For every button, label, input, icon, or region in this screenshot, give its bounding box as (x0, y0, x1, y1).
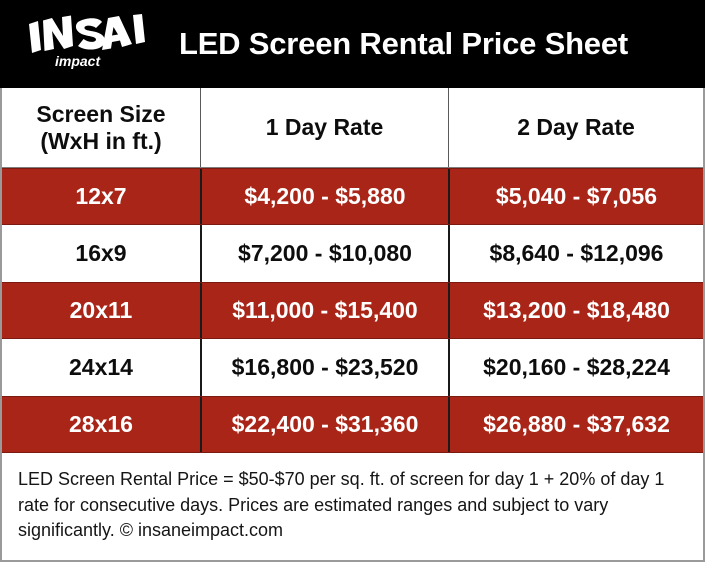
column-header-screen-size-line2: (WxH in ft.) (40, 127, 162, 154)
table-row: 12x7 $4,200 - $5,880 $5,040 - $7,056 (2, 168, 703, 225)
cell-screen-size: 24x14 (69, 354, 133, 380)
cell-screen-size: 28x16 (69, 411, 133, 437)
cell-one-day-rate: $11,000 - $15,400 (200, 283, 448, 338)
cell-two-day-rate: $13,200 - $18,480 (448, 283, 703, 338)
cell-one-day-rate: $16,800 - $23,520 (200, 339, 448, 396)
column-header-screen-size: Screen Size (WxH in ft.) (2, 88, 200, 167)
table-header-row: Screen Size (WxH in ft.) 1 Day Rate 2 Da… (2, 88, 703, 168)
cell-two-day-rate: $8,640 - $12,096 (448, 225, 703, 282)
table-row: 28x16 $22,400 - $31,360 $26,880 - $37,63… (2, 396, 703, 453)
cell-one-day-rate: $22,400 - $31,360 (200, 397, 448, 452)
cell-two-day-rate: $26,880 - $37,632 (448, 397, 703, 452)
cell-screen-size: 20x11 (69, 297, 133, 323)
cell-one-day-rate: $4,200 - $5,880 (200, 169, 448, 224)
pricing-footnote: LED Screen Rental Price = $50-$70 per sq… (2, 453, 703, 560)
page-title: LED Screen Rental Price Sheet (178, 26, 629, 61)
column-header-screen-size-line1: Screen Size (36, 100, 166, 127)
table-row: 20x11 $11,000 - $15,400 $13,200 - $18,48… (2, 282, 703, 339)
price-table: Screen Size (WxH in ft.) 1 Day Rate 2 Da… (0, 88, 705, 562)
table-row: 16x9 $7,200 - $10,080 $8,640 - $12,096 (2, 225, 703, 282)
cell-two-day-rate: $20,160 - $28,224 (448, 339, 703, 396)
table-row: 24x14 $16,800 - $23,520 $20,160 - $28,22… (2, 339, 703, 396)
masthead: impact LED Screen Rental Price Sheet (0, 0, 705, 88)
column-header-two-day-rate: 2 Day Rate (448, 88, 703, 167)
cell-two-day-rate: $5,040 - $7,056 (448, 169, 703, 224)
column-header-one-day-rate: 1 Day Rate (200, 88, 448, 167)
cell-screen-size: 16x9 (75, 240, 127, 266)
insane-impact-logo: impact (26, 14, 146, 74)
cell-screen-size: 12x7 (75, 183, 127, 209)
cell-one-day-rate: $7,200 - $10,080 (200, 225, 448, 282)
svg-text:impact: impact (55, 53, 101, 69)
